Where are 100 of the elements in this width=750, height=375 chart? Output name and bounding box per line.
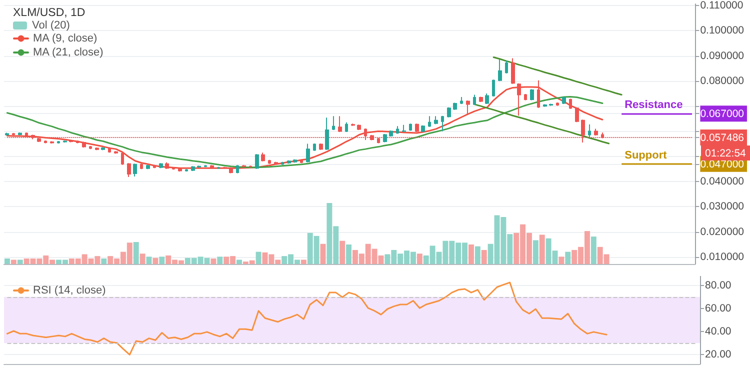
- y-tick-label: 0.047000: [700, 158, 744, 170]
- candlestick: [165, 162, 169, 170]
- bar: [532, 240, 538, 264]
- bar: [4, 258, 10, 264]
- candlestick: [255, 154, 259, 170]
- bar: [256, 252, 262, 264]
- candlestick: [185, 168, 188, 172]
- y-tick-label: 20.00: [705, 348, 732, 361]
- candlestick: [268, 159, 271, 164]
- candlestick: [133, 163, 137, 177]
- candlestick: [293, 158, 297, 164]
- candlestick: [249, 165, 252, 168]
- candlestick: [466, 100, 470, 114]
- candlestick: [389, 130, 393, 137]
- candlestick: [281, 161, 284, 166]
- y-tick-label: 0.067000: [700, 108, 744, 120]
- candlestick: [95, 147, 99, 151]
- candlestick: [492, 79, 495, 97]
- bar: [565, 252, 571, 264]
- candlestick: [5, 132, 9, 136]
- candlestick: [191, 166, 195, 172]
- bar: [558, 256, 564, 264]
- candlestick: [409, 123, 412, 132]
- candlestick: [76, 140, 79, 144]
- candlestick: [569, 98, 572, 110]
- candlestick: [524, 93, 527, 101]
- candlestick: [229, 166, 233, 174]
- candlestick: [575, 106, 579, 123]
- candlestick: [108, 146, 111, 154]
- line-series: [6, 282, 608, 356]
- candlestick: [313, 143, 316, 152]
- y-tick-label: 60.00: [705, 302, 732, 314]
- candlestick: [549, 103, 553, 106]
- candlestick: [421, 124, 425, 132]
- candlestick: [172, 166, 175, 170]
- candlestick: [63, 140, 67, 144]
- candlestick: [114, 150, 118, 154]
- candlestick: [447, 106, 451, 118]
- candlestick: [530, 88, 534, 101]
- y-tick-label: 80.00: [705, 279, 732, 292]
- candlestick: [159, 162, 163, 169]
- y-tick-label: 0.010000: [700, 250, 744, 263]
- bar: [468, 244, 474, 264]
- candlestick: [562, 96, 566, 105]
- candlestick: [82, 141, 86, 148]
- bar: [10, 260, 16, 264]
- bar: [474, 246, 480, 264]
- candlestick: [479, 96, 483, 103]
- y-tick-label: 0.090000: [700, 50, 744, 62]
- ref-line-label: Resistance: [624, 99, 683, 112]
- candlestick: [204, 164, 207, 168]
- bar: [140, 254, 146, 264]
- candlestick: [505, 60, 508, 74]
- candlestick: [588, 124, 591, 138]
- candlestick: [217, 166, 220, 170]
- candlestick: [383, 133, 387, 143]
- candlestick: [498, 58, 502, 82]
- candlestick: [345, 122, 348, 132]
- candlestick: [306, 143, 310, 163]
- candlestick: [140, 163, 143, 170]
- bar: [346, 244, 352, 264]
- ref-line-label: Support: [624, 149, 668, 162]
- text: 01:22:54: [705, 148, 746, 160]
- bar: [217, 256, 223, 264]
- bar: [300, 260, 306, 264]
- candlestick: [197, 165, 201, 168]
- y-tick-label: 0.057486: [700, 132, 744, 144]
- bar: [146, 256, 152, 264]
- legend-label: MA (21, close): [33, 46, 104, 58]
- candlestick: [57, 140, 60, 144]
- chart-title: XLM/USD, 1D: [13, 7, 86, 19]
- bar: [152, 258, 158, 264]
- bar: [481, 250, 487, 264]
- bar: [101, 258, 107, 264]
- line-series: [474, 104, 610, 144]
- candlestick: [210, 164, 214, 170]
- candlestick: [325, 117, 329, 150]
- candlestick: [441, 115, 444, 132]
- legend-label: Vol (20): [32, 20, 70, 32]
- candlestick: [338, 116, 342, 132]
- bar: [539, 234, 545, 264]
- candlestick: [236, 164, 239, 174]
- candlestick: [69, 140, 73, 143]
- candlestick: [242, 164, 246, 168]
- candlestick: [101, 146, 105, 151]
- candlestick: [402, 124, 406, 132]
- candlestick: [357, 124, 361, 130]
- candlestick: [351, 123, 355, 126]
- candlestick: [178, 168, 182, 172]
- y-tick-label: 40.00: [705, 326, 732, 338]
- candlestick: [415, 123, 419, 132]
- candlestick: [50, 140, 54, 144]
- bar: [320, 244, 326, 264]
- bar: [210, 258, 216, 264]
- candlestick: [453, 102, 457, 110]
- candlestick: [543, 104, 547, 108]
- candlestick: [89, 146, 92, 150]
- y-tick-label: 0.110000: [700, 0, 744, 12]
- candlestick: [556, 102, 559, 106]
- legend-label: RSI (14, close): [33, 284, 106, 296]
